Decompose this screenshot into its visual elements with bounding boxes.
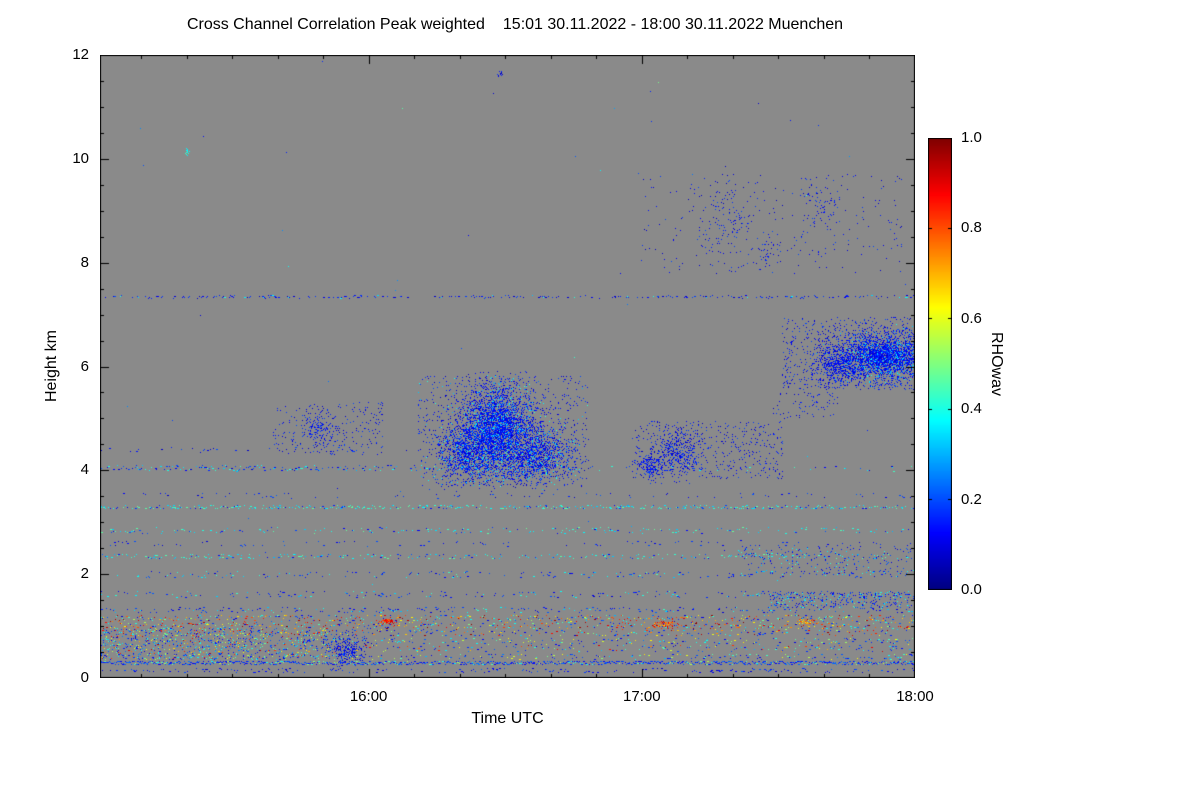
y-tick-label: 2: [80, 565, 89, 583]
y-tick-label: 4: [80, 461, 89, 479]
plot-title: Cross Channel Correlation Peak weighted 1…: [95, 16, 935, 34]
plot-title-text: Cross Channel Correlation Peak weighted: [186, 16, 485, 33]
colorbar-label: RHOwav: [988, 331, 1005, 397]
colorbar-tick-label: 0.6: [961, 309, 982, 327]
y-tick-label: 8: [80, 253, 89, 271]
y-tick-label: 10: [72, 149, 89, 167]
colorbar-tick-label: 0.0: [961, 581, 982, 598]
colorbar-tick-label: 1.0: [961, 129, 982, 146]
colorbar-tick-label: 0.2: [961, 490, 982, 508]
y-tick-label: 6: [80, 357, 89, 375]
x-tick-label: 16:00: [349, 688, 388, 705]
y-tick-label: 12: [72, 46, 89, 63]
colorbar-tick-label: 0.4: [961, 400, 982, 418]
colorbar-gradient: [928, 138, 952, 590]
x-axis-label: Time UTC: [471, 710, 544, 727]
colorbar-tick-label: 0.8: [961, 219, 982, 237]
plot-title-range: 15:01 30.11.2022 - 18:00 30.11.2022 Muen…: [502, 16, 844, 33]
x-tick-label: 17:00: [623, 688, 661, 705]
y-tick-label: 0: [80, 669, 89, 686]
x-tick-label: 18:00: [896, 688, 934, 705]
heatmap-canvas: [100, 55, 915, 678]
